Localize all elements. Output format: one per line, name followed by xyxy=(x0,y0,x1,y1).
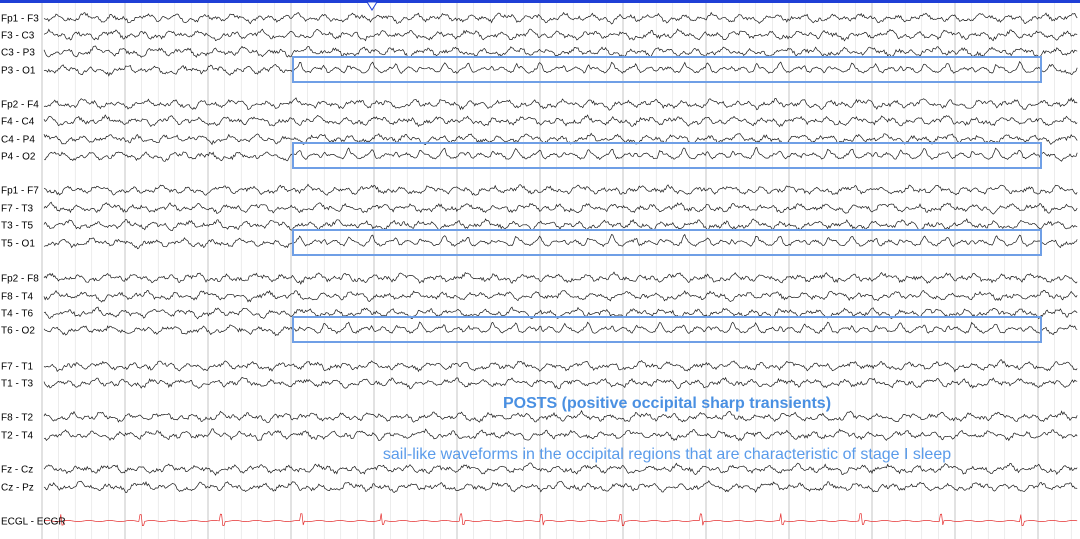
channel-trace[interactable] xyxy=(43,147,1078,162)
channel-label[interactable]: Fp2 - F8 xyxy=(1,274,39,285)
channel-trace[interactable] xyxy=(43,462,1078,476)
annotation-title: POSTS (positive occipital sharp transien… xyxy=(503,395,831,412)
channel-label[interactable]: P3 - O1 xyxy=(1,66,36,77)
channel-trace[interactable] xyxy=(43,513,1078,527)
channel-trace[interactable] xyxy=(43,306,1078,320)
channel-label[interactable]: C3 - P3 xyxy=(1,48,35,59)
channel-label[interactable]: T6 - O2 xyxy=(1,326,35,337)
posts-highlight-box xyxy=(292,56,1042,83)
channel-label[interactable]: F4 - C4 xyxy=(1,117,35,128)
channel-label[interactable]: F8 - T4 xyxy=(1,292,33,303)
channel-trace[interactable] xyxy=(43,28,1078,42)
channel-trace[interactable] xyxy=(43,376,1078,390)
channel-trace[interactable] xyxy=(43,97,1078,111)
channel-label[interactable]: Fz - Cz xyxy=(1,465,33,476)
channel-label[interactable]: P4 - O2 xyxy=(1,152,36,163)
channel-label[interactable]: Fp1 - F7 xyxy=(1,186,39,197)
channel-trace[interactable] xyxy=(43,289,1078,303)
channel-label[interactable]: T2 - T4 xyxy=(1,431,33,442)
channel-trace[interactable] xyxy=(43,45,1078,58)
triangle-down-icon[interactable] xyxy=(366,1,378,11)
channel-label[interactable]: F8 - T2 xyxy=(1,413,33,424)
channel-label[interactable]: ECGL - ECGR xyxy=(1,517,66,528)
channel-trace[interactable] xyxy=(43,359,1078,373)
channel-trace[interactable] xyxy=(43,480,1078,494)
top-timebar[interactable] xyxy=(0,0,1080,3)
channel-labels: Fp1 - F3 F3 - C3 C3 - P3 P3 - O1 Fp2 - F4 F4 … xyxy=(1,14,66,528)
channel-label[interactable]: Cz - Pz xyxy=(1,483,34,494)
channel-trace[interactable] xyxy=(43,233,1078,250)
traces xyxy=(43,11,1078,527)
channel-trace[interactable] xyxy=(43,114,1078,128)
posts-highlight-box xyxy=(292,229,1042,256)
channel-trace[interactable] xyxy=(43,183,1078,196)
channel-label[interactable]: F7 - T3 xyxy=(1,204,33,215)
channel-trace[interactable] xyxy=(43,428,1078,442)
posts-highlight-box xyxy=(292,142,1042,169)
channel-label[interactable]: Fp1 - F3 xyxy=(1,14,39,25)
posts-highlight-box xyxy=(292,316,1042,343)
time-grid xyxy=(41,3,1072,539)
posts-highlights xyxy=(292,56,1042,343)
channel-trace[interactable] xyxy=(43,321,1078,337)
channel-label[interactable]: C4 - P4 xyxy=(1,135,35,146)
channel-label[interactable]: F7 - T1 xyxy=(1,362,33,373)
channel-trace[interactable] xyxy=(43,218,1078,232)
channel-label[interactable]: T1 - T3 xyxy=(1,379,33,390)
channel-label[interactable]: Fp2 - F4 xyxy=(1,100,39,111)
channel-label[interactable]: T3 - T5 xyxy=(1,221,33,232)
channel-trace[interactable] xyxy=(43,409,1078,424)
channel-label[interactable]: T5 - O1 xyxy=(1,239,35,250)
annotation-subtitle: sail-like waveforms in the occipital reg… xyxy=(383,446,951,463)
channel-trace[interactable] xyxy=(43,201,1078,215)
channel-trace[interactable] xyxy=(43,60,1078,77)
channel-trace[interactable] xyxy=(43,271,1078,285)
channel-label[interactable]: F3 - C3 xyxy=(1,31,35,42)
channel-label[interactable]: T4 - T6 xyxy=(1,309,33,320)
channel-trace[interactable] xyxy=(43,11,1078,25)
